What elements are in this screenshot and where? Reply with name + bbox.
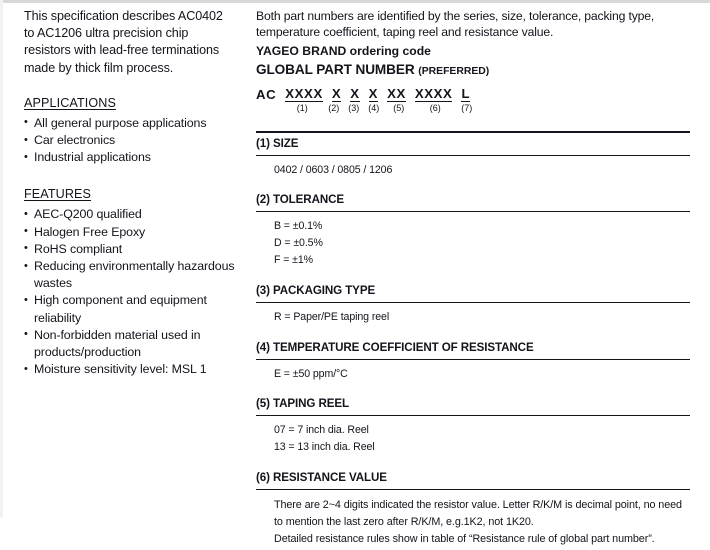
spec-value-line: R = Paper/PE taping reel xyxy=(274,311,390,324)
brand-name-label: YAGEO BRAND xyxy=(256,43,347,58)
feature-item-label: High component and equipment reliability xyxy=(34,293,207,325)
divider-thin xyxy=(256,302,690,304)
spec-section-body: 0402 / 0603 / 0805 / 1206 xyxy=(256,156,690,181)
part-number-field-size: XXXX xyxy=(285,85,323,102)
divider-thin xyxy=(256,211,690,213)
applications-list: All general purpose applications Car ele… xyxy=(24,114,236,167)
part-number-index-row: AC (1) (2) (3) (4) (5) (6) (7) xyxy=(256,103,690,118)
spec-value-line: E = ±50 ppm/°C xyxy=(274,367,348,380)
spec-section-title: (1) SIZE xyxy=(256,136,299,150)
list-item: AEC-Q200 qualified xyxy=(24,206,236,223)
list-item: Industrial applications xyxy=(24,149,236,166)
spec-value-line: 13 = 13 inch dia. Reel xyxy=(274,441,375,454)
part-number-template: AC XXXX X X X XX XXXX L AC (1) (2) (3) (… xyxy=(256,86,690,118)
datasheet-page: This specification describes AC0402 to A… xyxy=(0,0,710,518)
divider-thin xyxy=(256,358,690,360)
application-item-label: All general purpose applications xyxy=(34,115,207,130)
feature-item-label: RoHS compliant xyxy=(34,241,123,256)
application-item-label: Industrial applications xyxy=(34,150,151,165)
feature-item-label: Halogen Free Epoxy xyxy=(34,224,146,239)
spec-section-body: R = Paper/PE taping reel xyxy=(256,303,690,328)
spec-note-line: Detailed resistance rules show in table … xyxy=(274,533,655,546)
spec-section-resistance-value: (6) RESISTANCE VALUE There are 2~4 digit… xyxy=(256,467,690,550)
part-number-index-1: (1) xyxy=(296,102,308,113)
divider-thin xyxy=(256,415,690,417)
page-top-edge xyxy=(0,0,710,3)
divider-thick xyxy=(256,130,690,133)
part-number-field-packaging: X xyxy=(350,85,360,102)
spec-value-line: B = ±0.1% xyxy=(274,220,323,233)
part-number-index-7: (7) xyxy=(461,102,473,113)
preferred-badge: (PREFERRED) xyxy=(418,65,490,77)
part-number-fields-row: AC XXXX X X X XX XXXX L xyxy=(256,86,690,102)
spec-section-size: (1) SIZE 0402 / 0603 / 0805 / 1206 xyxy=(256,130,690,181)
divider-thin xyxy=(256,154,690,156)
spec-section-tcr: (4) TEMPERATURE COEFFICIENT OF RESISTANC… xyxy=(256,337,690,385)
part-number-field-tcr: X xyxy=(368,85,379,102)
spec-section-body: There are 2~4 digits indicated the resis… xyxy=(256,490,690,550)
list-item: RoHS compliant xyxy=(24,240,236,258)
applications-heading: APPLICATIONS xyxy=(24,95,116,110)
spec-section-body: B = ±0.1% D = ±0.5% F = ±1% xyxy=(256,212,690,271)
part-number-index-5: (5) xyxy=(393,102,405,113)
spec-section-title: (6) RESISTANCE VALUE xyxy=(256,471,387,485)
global-part-number-heading: GLOBAL PART NUMBER (PREFERRED) xyxy=(256,61,690,81)
spec-value-line: F = ±1% xyxy=(274,254,313,267)
ordering-code-label: ordering code xyxy=(346,43,431,58)
spec-section-body: 07 = 7 inch dia. Reel 13 = 13 inch dia. … xyxy=(256,416,690,458)
spec-section-title: (3) PACKAGING TYPE xyxy=(256,284,376,298)
spec-note-line: There are 2~4 digits indicated the resis… xyxy=(274,499,682,529)
spec-value-line: 0402 / 0603 / 0805 / 1206 xyxy=(274,163,393,176)
global-part-number-label: GLOBAL PART NUMBER xyxy=(256,61,415,77)
application-item-label: Car electronics xyxy=(34,133,116,148)
spec-section-packaging-type: (3) PACKAGING TYPE R = Paper/PE taping r… xyxy=(256,280,690,328)
list-item: All general purpose applications xyxy=(24,114,236,132)
spec-section-title: (2) TOLERANCE xyxy=(256,193,345,207)
part-number-field-resistance: XXXX xyxy=(414,85,453,102)
spec-section-taping-reel: (5) TAPING REEL 07 = 7 inch dia. Reel 13… xyxy=(256,393,690,458)
spec-section-body: E = ±50 ppm/°C xyxy=(256,360,690,385)
list-item: Car electronics xyxy=(24,132,236,149)
feature-item-label: Reducing environmentally hazardous waste… xyxy=(34,259,235,291)
feature-item-label: Non-forbidden material used in products/… xyxy=(34,327,201,360)
features-list: AEC-Q200 qualified Halogen Free Epoxy Ro… xyxy=(24,206,236,378)
spec-section-title: (5) TAPING REEL xyxy=(256,397,349,411)
part-number-index-4: (4) xyxy=(368,102,380,113)
part-number-index-3: (3) xyxy=(348,102,360,113)
list-item: Moisture sensitivity level: MSL 1 xyxy=(24,361,236,378)
features-heading: FEATURES xyxy=(24,187,92,202)
part-number-field-taping-reel: XX xyxy=(387,85,406,102)
spec-section-title: (4) TEMPERATURE COEFFICIENT OF RESISTANC… xyxy=(256,340,534,354)
list-item: High component and equipment reliability xyxy=(24,292,236,326)
brand-ordering-code-line: YAGEO BRAND ordering code xyxy=(256,43,690,60)
part-number-field-suffix: L xyxy=(461,85,471,102)
part-number-intro-paragraph: Both part numbers are identified by the … xyxy=(256,9,655,40)
list-item: Reducing environmentally hazardous waste… xyxy=(24,258,236,292)
feature-item-label: Moisture sensitivity level: MSL 1 xyxy=(34,362,207,377)
spec-section-tolerance: (2) TOLERANCE B = ±0.1% D = ±0.5% F = ±1… xyxy=(256,189,690,271)
part-number-prefix: AC xyxy=(256,86,277,102)
list-item: Halogen Free Epoxy xyxy=(24,223,236,241)
spec-value-line: 07 = 7 inch dia. Reel xyxy=(274,424,369,437)
page-left-edge xyxy=(0,0,3,518)
part-number-field-tolerance: X xyxy=(331,85,342,102)
list-item: Non-forbidden material used in products/… xyxy=(24,326,236,361)
right-column: Both part numbers are identified by the … xyxy=(256,8,690,550)
part-number-index-6: (6) xyxy=(429,102,441,113)
part-number-index-2: (2) xyxy=(328,102,340,113)
left-column: This specification describes AC0402 to A… xyxy=(24,8,236,378)
spec-value-line: D = ±0.5% xyxy=(274,237,323,250)
divider-thin xyxy=(256,489,690,491)
feature-item-label: AEC-Q200 qualified xyxy=(34,207,142,222)
specification-intro-paragraph: This specification describes AC0402 to A… xyxy=(24,9,223,75)
